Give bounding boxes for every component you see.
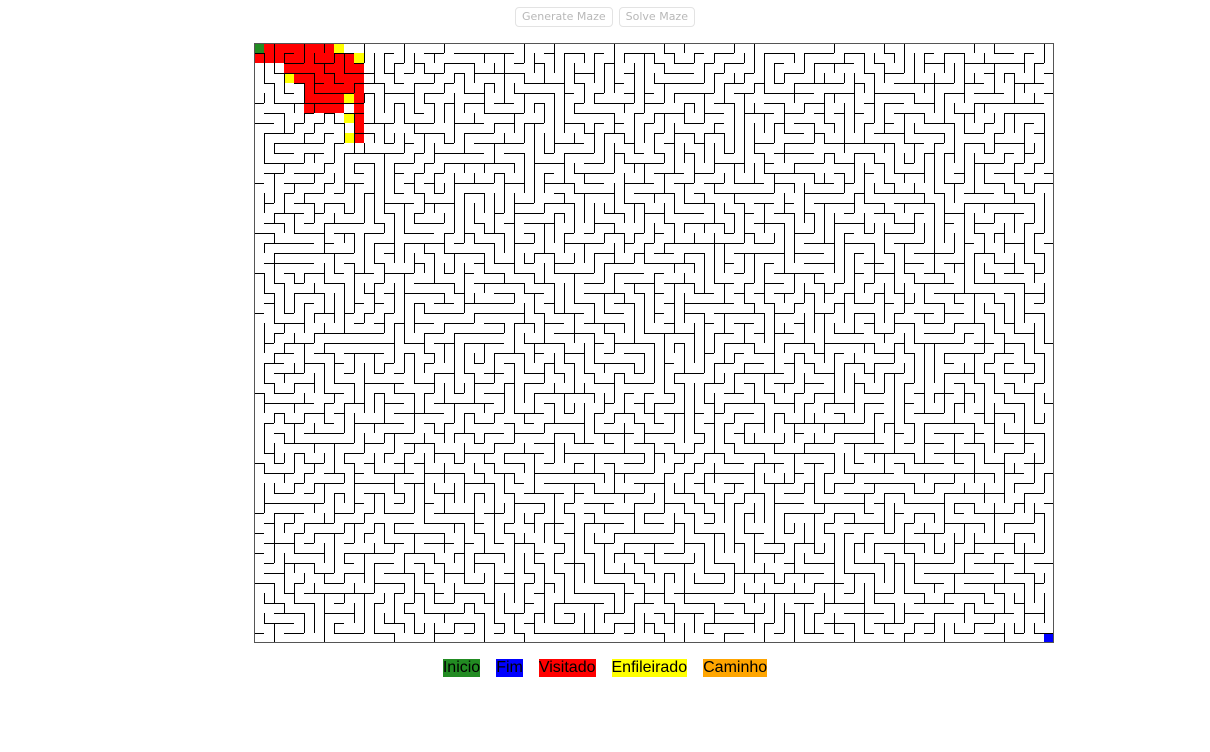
visited-cell bbox=[304, 103, 314, 113]
visited-cell bbox=[354, 133, 364, 143]
visited-cell bbox=[314, 93, 324, 103]
visited-cell bbox=[314, 63, 324, 73]
visited-cell bbox=[314, 43, 324, 53]
solve-maze-button[interactable]: Solve Maze bbox=[618, 7, 695, 27]
visited-cell bbox=[264, 43, 274, 53]
visited-cell bbox=[344, 63, 354, 73]
visited-cell bbox=[294, 73, 304, 83]
visited-cell bbox=[314, 103, 324, 113]
visited-cell bbox=[294, 43, 304, 53]
visited-cell bbox=[334, 93, 344, 103]
visited-cell bbox=[344, 53, 354, 63]
visited-cell bbox=[354, 123, 364, 133]
visited-cell bbox=[334, 103, 344, 113]
legend-queued: Enfileirado bbox=[611, 659, 688, 677]
legend-visited: Visitado bbox=[538, 659, 596, 677]
visited-cell bbox=[274, 53, 284, 63]
visited-cell bbox=[304, 43, 314, 53]
visited-cell bbox=[314, 73, 324, 83]
visited-cell bbox=[304, 73, 314, 83]
visited-cell bbox=[354, 73, 364, 83]
visited-cell bbox=[284, 63, 294, 73]
visited-cell bbox=[314, 53, 324, 63]
start-cell bbox=[254, 43, 264, 53]
legend: Inicio Fim Visitado Enfileirado Caminho bbox=[0, 659, 1210, 677]
visited-cell bbox=[324, 53, 334, 63]
visited-cell bbox=[314, 83, 324, 93]
maze-wall-lines bbox=[254, 43, 1054, 643]
queued-cell bbox=[334, 43, 344, 53]
visited-cell bbox=[334, 73, 344, 83]
queued-cell bbox=[354, 53, 364, 63]
maze-walls bbox=[254, 43, 1054, 643]
queued-cell bbox=[284, 73, 294, 83]
queued-cell bbox=[344, 113, 354, 123]
visited-cell bbox=[354, 83, 364, 93]
toolbar: Generate Maze Solve Maze bbox=[0, 7, 1210, 27]
visited-cell bbox=[354, 93, 364, 103]
visited-cell bbox=[324, 43, 334, 53]
visited-cell bbox=[304, 63, 314, 73]
queued-cell bbox=[344, 133, 354, 143]
legend-end: Fim bbox=[496, 659, 523, 677]
generate-maze-button[interactable]: Generate Maze bbox=[515, 7, 613, 27]
visited-cell bbox=[274, 43, 284, 53]
maze-border bbox=[254, 43, 1054, 643]
visited-cell bbox=[324, 83, 334, 93]
visited-cell bbox=[324, 63, 334, 73]
visited-cell bbox=[334, 83, 344, 93]
visited-cell bbox=[294, 53, 304, 63]
end-cell bbox=[1044, 633, 1054, 643]
visited-cell bbox=[254, 53, 264, 63]
visited-cell bbox=[344, 73, 354, 83]
visited-cell bbox=[354, 113, 364, 123]
visited-cell bbox=[264, 53, 274, 63]
visited-cell bbox=[324, 93, 334, 103]
visited-cell bbox=[344, 83, 354, 93]
maze-canvas bbox=[254, 43, 1054, 643]
visited-cell bbox=[354, 103, 364, 113]
legend-path: Caminho bbox=[703, 659, 768, 677]
visited-cell bbox=[354, 63, 364, 73]
visited-cell bbox=[324, 103, 334, 113]
maze-cells bbox=[254, 43, 1054, 643]
legend-start: Inicio bbox=[442, 659, 481, 677]
maze-grid bbox=[254, 43, 1054, 643]
visited-cell bbox=[284, 53, 294, 63]
queued-cell bbox=[344, 93, 354, 103]
visited-cell bbox=[304, 83, 314, 93]
visited-cell bbox=[304, 93, 314, 103]
visited-cell bbox=[324, 73, 334, 83]
visited-cell bbox=[284, 43, 294, 53]
visited-cell bbox=[304, 53, 314, 63]
visited-cell bbox=[334, 53, 344, 63]
visited-cell bbox=[334, 63, 344, 73]
visited-cell bbox=[294, 63, 304, 73]
